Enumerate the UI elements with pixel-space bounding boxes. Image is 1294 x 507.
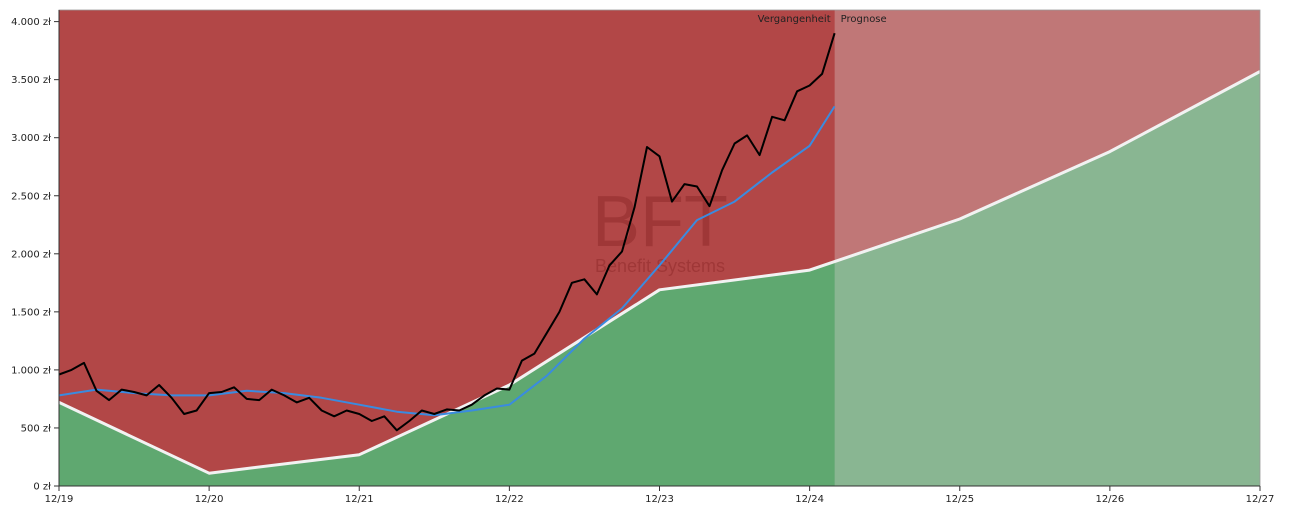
y-tick-label: 500 zł <box>21 423 52 434</box>
y-tick-label: 1.500 zł <box>11 307 51 318</box>
x-tick-label: 12/25 <box>945 494 974 505</box>
price-line <box>59 32 836 432</box>
y-tick-label: 1.000 zł <box>11 365 51 376</box>
forecast-region <box>834 10 1260 486</box>
x-tick-label: 12/21 <box>345 494 374 505</box>
y-tick-label: 4.000 zł <box>11 17 51 28</box>
x-tick-label: 12/23 <box>645 494 674 505</box>
x-tick-label: 12/22 <box>495 494 524 505</box>
y-tick-label: 3.000 zł <box>11 133 51 144</box>
moving-average-line <box>59 105 836 417</box>
x-tick-label: 12/26 <box>1095 494 1124 505</box>
y-tick-label: 2.500 zł <box>11 191 51 202</box>
y-tick-label: 2.000 zł <box>11 249 51 260</box>
x-tick-label: 12/27 <box>1246 494 1275 505</box>
region-label-forecast: Prognose <box>841 14 887 25</box>
fair-value-line <box>59 70 1260 475</box>
watermark-title: BFT <box>592 182 728 262</box>
x-tick-label: 12/20 <box>195 494 224 505</box>
x-tick-label: 12/19 <box>45 494 74 505</box>
y-tick-label: 3.500 zł <box>11 75 51 86</box>
region-label-past: Vergangenheit <box>758 14 831 25</box>
y-tick-label: 0 zł <box>33 482 51 493</box>
x-tick-label: 12/24 <box>795 494 824 505</box>
undervalued-area <box>59 71 1260 486</box>
